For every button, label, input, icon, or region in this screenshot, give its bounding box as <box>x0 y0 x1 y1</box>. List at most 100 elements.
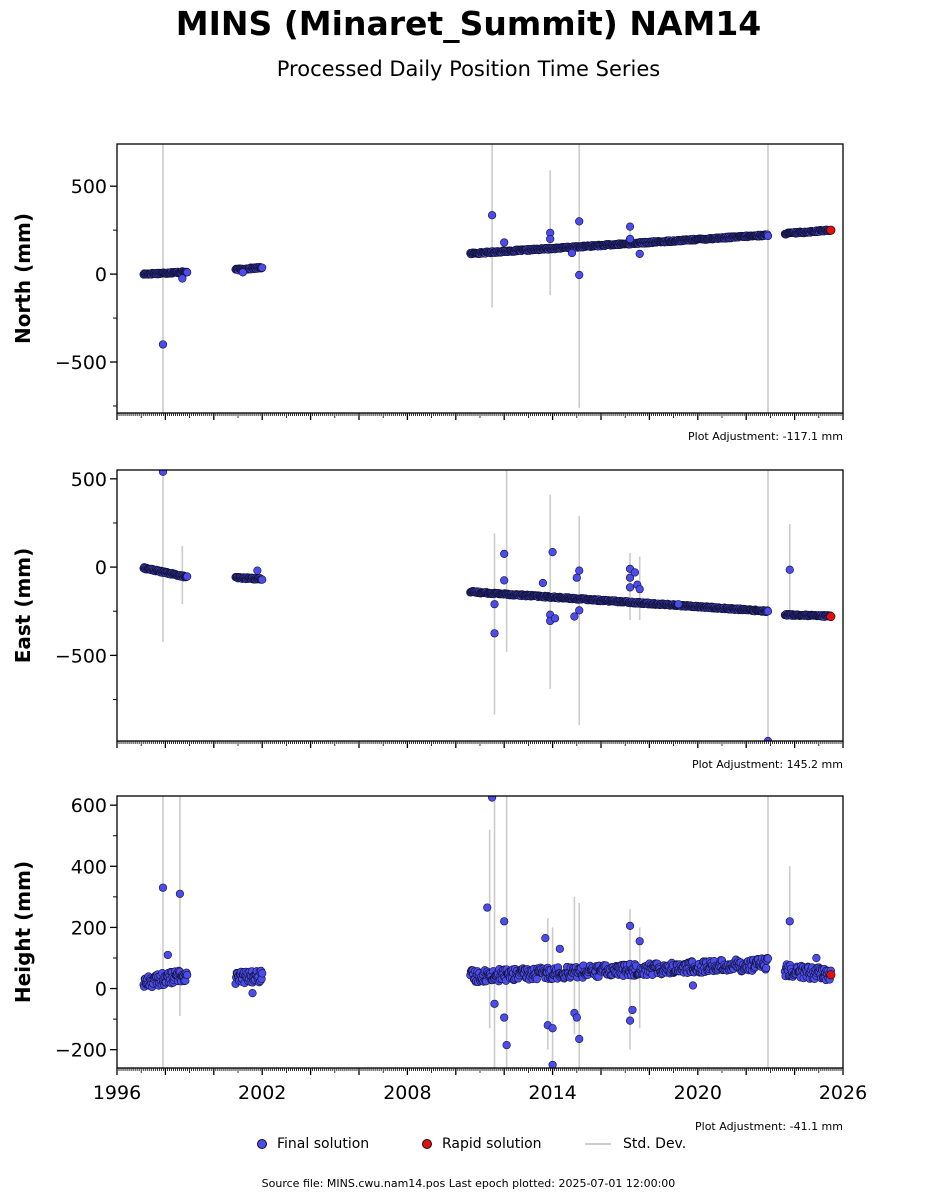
final-point-outlier <box>158 470 168 476</box>
final-point-outlier <box>812 953 821 963</box>
final-point-outlier <box>500 576 509 585</box>
final-point-outlier <box>625 921 635 930</box>
legend-rapid-label: Rapid solution <box>442 1136 542 1152</box>
x-tick-label: 2008 <box>383 1082 431 1104</box>
final-point-outlier <box>635 585 644 594</box>
final-point-outlier <box>548 1060 557 1068</box>
series-segment-3 <box>780 609 836 621</box>
final-point <box>763 607 773 616</box>
final-point-outlier <box>763 736 773 741</box>
x-tick-label: 2014 <box>528 1082 576 1104</box>
series-segment-3 <box>780 225 836 239</box>
final-point-outlier <box>178 274 187 283</box>
legend: Final solution Rapid solution Std. Dev. <box>0 1136 937 1158</box>
final-point-outlier <box>248 989 257 998</box>
legend-stddev-label: Std. Dev. <box>623 1136 687 1152</box>
final-point <box>532 975 541 984</box>
final-point-outlier <box>625 234 635 244</box>
legend-rapid-marker <box>422 1139 432 1149</box>
final-point <box>183 970 192 980</box>
y-tick-label: 400 <box>71 856 107 878</box>
legend-final-marker <box>257 1139 267 1149</box>
source-footer: Source file: MINS.cwu.nam14.pos Last epo… <box>261 1177 676 1190</box>
final-point-outlier <box>570 612 579 621</box>
x-tick-label: 1996 <box>93 1082 141 1104</box>
rapid-point <box>826 970 836 980</box>
final-point-outlier <box>575 606 584 615</box>
final-point-outlier <box>538 578 548 588</box>
final-point <box>183 572 192 581</box>
legend-final-label: Final solution <box>277 1136 370 1152</box>
plot-area-north <box>139 144 836 413</box>
final-point-outlier <box>500 238 509 247</box>
final-point-outlier <box>674 600 683 609</box>
legend-item-rapid: Rapid solution <box>422 1136 542 1152</box>
plot-adjustment-note: Plot Adjustment: -117.1 mm <box>688 430 843 443</box>
series-segment-0 <box>139 966 192 992</box>
plot-adjustment-note: Plot Adjustment: -41.1 mm <box>695 1120 843 1133</box>
legend-stddev-line <box>585 1143 611 1145</box>
final-point <box>258 575 267 584</box>
y-tick-label: −500 <box>55 645 107 667</box>
y-tick-label: −200 <box>55 1040 107 1062</box>
final-point <box>763 954 773 963</box>
final-point-outlier <box>483 903 492 912</box>
final-point-outlier <box>158 883 168 892</box>
rapid-point <box>826 225 836 235</box>
final-point-outlier <box>500 549 509 558</box>
rapid-point <box>826 612 836 622</box>
legend-item-stddev: Std. Dev. <box>585 1136 686 1152</box>
series-segment-1 <box>231 573 267 584</box>
y-axis-label: Height (mm) <box>11 861 35 1003</box>
final-point-outlier <box>175 889 185 898</box>
final-point-outlier <box>550 614 560 623</box>
y-tick-label: −500 <box>55 352 107 374</box>
final-point <box>258 969 267 978</box>
panel-north: −500 0 500 North (mm) Plot Adjustment: -117.… <box>11 143 844 443</box>
y-tick-label: 200 <box>71 917 107 939</box>
series-segment-2 <box>466 587 773 617</box>
final-point-outlier <box>502 1040 511 1050</box>
y-tick-label: 500 <box>71 469 107 491</box>
y-tick-label: 500 <box>71 176 107 198</box>
final-point-outlier <box>488 211 497 220</box>
final-point-outlier <box>785 917 794 926</box>
final-point-outlier <box>572 1013 581 1022</box>
final-point-outlier <box>253 566 262 575</box>
final-point-outlier <box>575 1034 584 1044</box>
plot-frame-north <box>116 143 844 414</box>
plot-frame-height <box>116 795 844 1069</box>
x-tick-label: 2002 <box>238 1082 286 1104</box>
final-point-outlier <box>490 600 499 609</box>
final-point-outlier <box>575 217 584 226</box>
final-point <box>762 963 771 973</box>
y-tick-label: 600 <box>71 795 107 817</box>
final-point-outlier <box>625 573 635 582</box>
x-tick-label: 2020 <box>674 1082 722 1104</box>
final-point-outlier <box>625 222 635 231</box>
final-point-outlier <box>488 796 497 802</box>
legend-item-final: Final solution <box>257 1136 369 1152</box>
final-point-outlier <box>238 268 247 277</box>
final-point-outlier <box>490 629 499 638</box>
final-point-outlier <box>785 565 794 574</box>
final-point-outlier <box>625 1016 635 1025</box>
chart-subtitle: Processed Daily Position Time Series <box>276 57 661 81</box>
series-segment-0 <box>139 267 192 279</box>
final-point <box>258 263 267 272</box>
y-axis-label: East (mm) <box>11 548 35 664</box>
final-point-outlier <box>628 1005 637 1015</box>
y-tick-label: 0 <box>95 557 107 579</box>
panel-east: −500 0 500 East (mm) Plot Adjustment: 145.2 … <box>11 469 844 771</box>
series-segment-1 <box>231 966 267 988</box>
series-segment-0 <box>139 563 192 582</box>
final-point-outlier <box>500 917 509 926</box>
final-point-outlier <box>548 547 557 557</box>
final-point-outlier <box>546 234 555 244</box>
final-point-outlier <box>688 981 698 990</box>
final-point <box>183 268 192 277</box>
x-tick-label: 2026 <box>819 1082 867 1104</box>
plot-area-height <box>139 796 836 1068</box>
series-segment-2 <box>466 953 773 987</box>
